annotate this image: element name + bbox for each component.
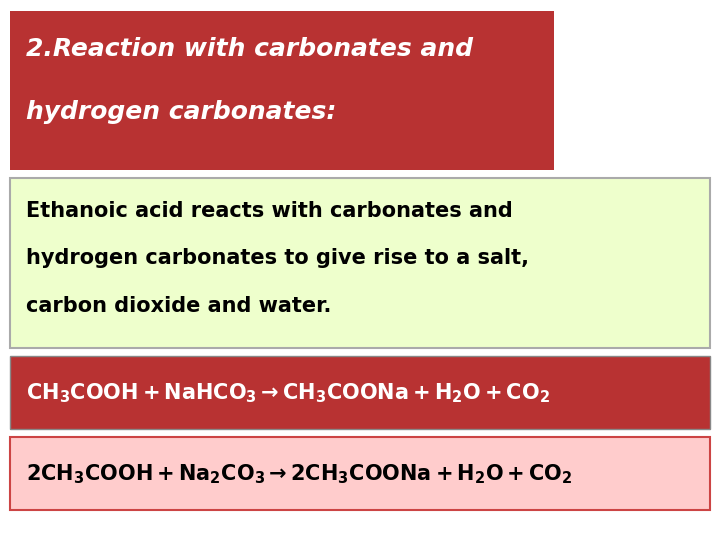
Text: $\mathbf{CH_3COOH + NaHCO_3 \rightarrow CH_3COONa + H_2O + CO_2}$: $\mathbf{CH_3COOH + NaHCO_3 \rightarrow … bbox=[26, 381, 550, 404]
FancyBboxPatch shape bbox=[10, 178, 710, 348]
Text: Ethanoic acid reacts with carbonates and: Ethanoic acid reacts with carbonates and bbox=[26, 201, 513, 221]
Text: 2.Reaction with carbonates and: 2.Reaction with carbonates and bbox=[26, 37, 473, 60]
FancyBboxPatch shape bbox=[10, 437, 710, 510]
Text: hydrogen carbonates to give rise to a salt,: hydrogen carbonates to give rise to a sa… bbox=[26, 248, 529, 268]
FancyBboxPatch shape bbox=[10, 356, 710, 429]
FancyBboxPatch shape bbox=[10, 11, 554, 170]
Text: carbon dioxide and water.: carbon dioxide and water. bbox=[26, 296, 331, 316]
Text: hydrogen carbonates:: hydrogen carbonates: bbox=[26, 100, 336, 124]
Text: $\mathbf{2CH_3COOH + Na_2CO_3 \rightarrow 2CH_3COONa + H_2O + CO_2}$: $\mathbf{2CH_3COOH + Na_2CO_3 \rightarro… bbox=[26, 462, 572, 485]
